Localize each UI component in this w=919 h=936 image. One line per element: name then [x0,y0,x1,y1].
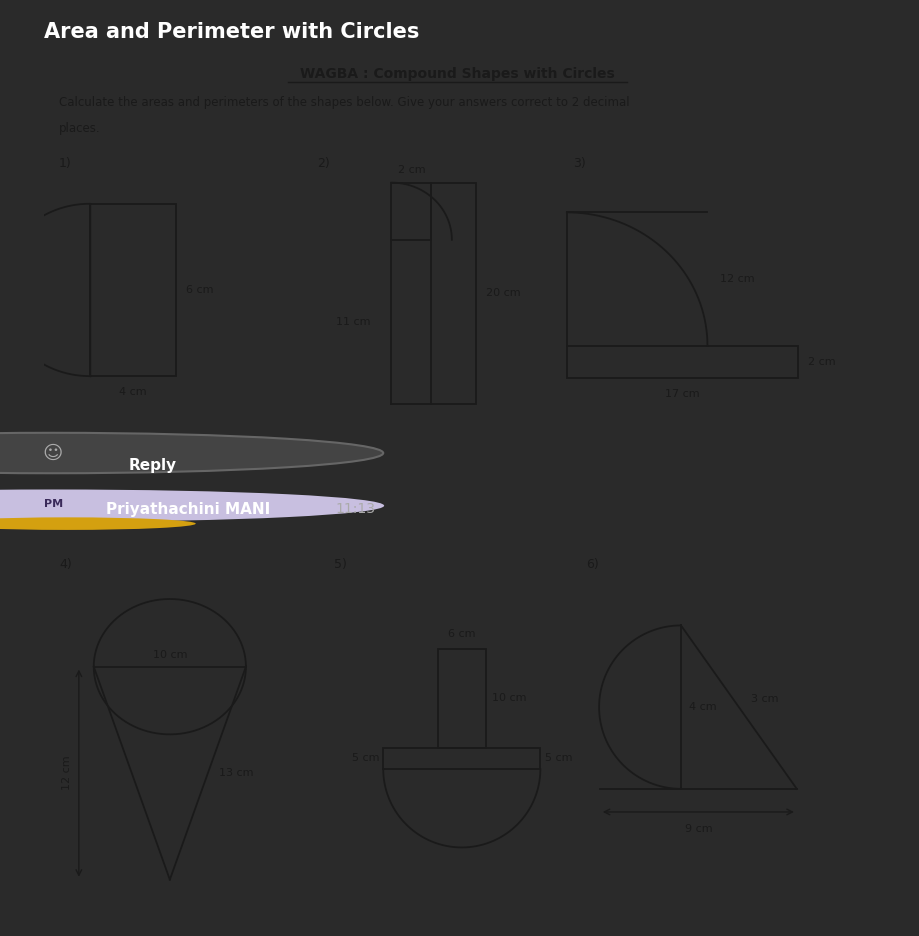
Text: 6): 6) [586,558,598,571]
Text: 13 cm: 13 cm [220,768,254,778]
Bar [90,204,176,376]
Text: 5): 5) [334,558,346,571]
Text: Reply: Reply [129,458,176,473]
Text: Priyathachini MANI: Priyathachini MANI [106,502,270,517]
Text: 5 cm: 5 cm [352,753,380,763]
Text: 6 cm: 6 cm [448,629,475,638]
Text: 12 cm: 12 cm [62,756,73,791]
Text: 9 cm: 9 cm [685,824,712,834]
Bar [383,748,540,769]
Text: ☺: ☺ [42,444,62,462]
Text: 2): 2) [317,156,330,169]
Text: 10 cm: 10 cm [153,651,187,660]
Text: Calculate the areas and perimeters of the shapes below. Give your answers correc: Calculate the areas and perimeters of th… [59,96,630,110]
Bar [391,183,431,240]
Text: 17 cm: 17 cm [665,389,700,399]
Text: 2 cm: 2 cm [809,357,836,367]
Text: places.: places. [59,123,100,136]
Circle shape [0,490,384,522]
Text: 11 cm: 11 cm [336,317,371,327]
Text: PM: PM [44,499,62,509]
Text: 4 cm: 4 cm [689,702,717,712]
Text: 3 cm: 3 cm [752,694,778,704]
Text: 3): 3) [573,156,586,169]
Text: 4): 4) [59,558,72,571]
Text: 4 cm: 4 cm [119,387,147,397]
Bar [431,183,476,404]
Text: 6 cm: 6 cm [187,285,214,295]
Text: 20 cm: 20 cm [486,288,520,299]
Text: 12 cm: 12 cm [720,274,754,284]
Text: 5 cm: 5 cm [545,753,572,763]
Text: 11:13: 11:13 [335,503,376,516]
Text: 2 cm: 2 cm [398,165,425,175]
Text: 10 cm: 10 cm [493,693,527,703]
Bar [567,345,799,378]
Circle shape [0,432,383,474]
Bar [437,649,486,748]
Text: 1): 1) [59,156,72,169]
Circle shape [0,518,196,530]
Text: Area and Perimeter with Circles: Area and Perimeter with Circles [44,22,419,42]
Text: WAGBA : Compound Shapes with Circles: WAGBA : Compound Shapes with Circles [301,67,615,81]
